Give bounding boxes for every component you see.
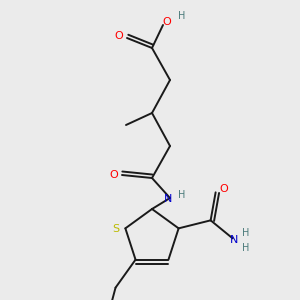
Text: O: O <box>110 170 118 180</box>
Text: N: N <box>230 235 238 245</box>
Text: H: H <box>242 243 249 253</box>
Text: H: H <box>178 11 186 21</box>
Text: S: S <box>112 224 119 234</box>
Text: H: H <box>178 190 186 200</box>
Text: O: O <box>115 31 123 41</box>
Text: O: O <box>163 17 171 27</box>
Text: O: O <box>219 184 228 194</box>
Text: H: H <box>242 228 249 238</box>
Text: N: N <box>164 194 172 204</box>
